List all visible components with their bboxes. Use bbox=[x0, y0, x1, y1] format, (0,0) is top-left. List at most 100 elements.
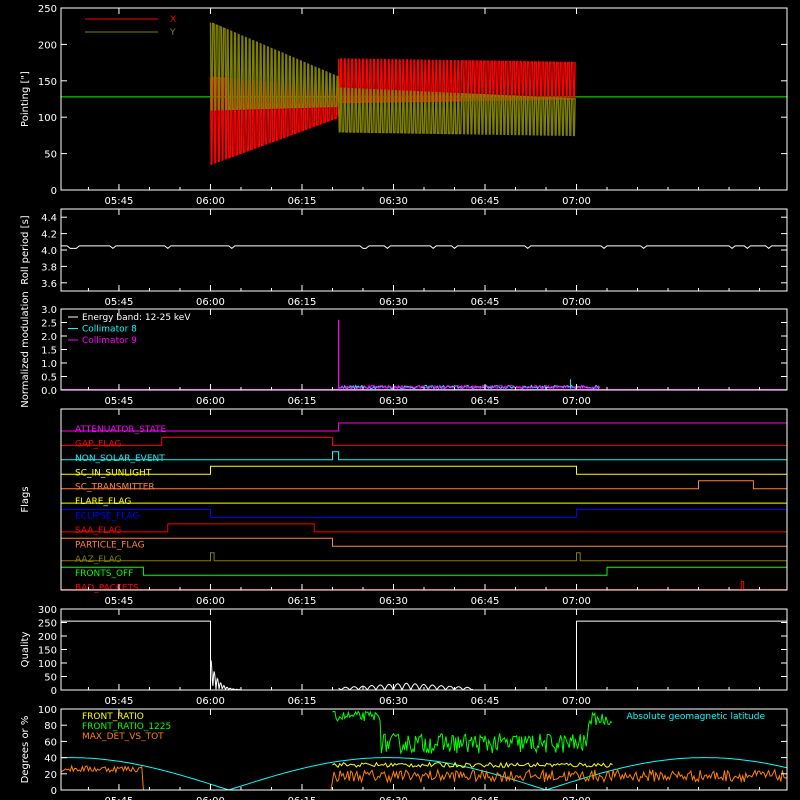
modulation-legend-label-2: Collimator 9 bbox=[82, 336, 137, 346]
flag-label-bad-packets: BAD_PACKETS bbox=[75, 584, 139, 594]
flag-line-sc-in-sunlight bbox=[61, 465, 787, 475]
pointing-legend-label-1: Y bbox=[169, 28, 176, 38]
flags-xtick-label-3: 06:30 bbox=[379, 596, 408, 607]
roll-ytick-label-1: 3.8 bbox=[41, 262, 57, 273]
quality-ytick-label-4: 200 bbox=[38, 632, 57, 643]
modulation-xtick-label-1: 06:00 bbox=[196, 396, 225, 407]
pointing-ytick-label-2: 100 bbox=[38, 113, 57, 124]
quality-ytick-label-5: 250 bbox=[38, 619, 57, 630]
flags-panel: ATTENUATOR_STATE GAP_FLAG NON_SOLAR_EVENT S… bbox=[20, 408, 788, 607]
quality-ytick-label-6: 300 bbox=[38, 605, 57, 616]
degrees-ytick-label-3: 60 bbox=[44, 737, 57, 748]
quality-panel: 05:45 06:00 06:15 06:30 06:45 07:00 Quality 0 50… bbox=[20, 605, 788, 707]
modulation-xtick-label-2: 06:15 bbox=[288, 396, 317, 407]
flag-label-aaz-flag: AAZ_FLAG bbox=[75, 555, 122, 565]
degrees-legend-label-1: FRONT_RATIO_1225 bbox=[82, 722, 171, 732]
quality-ytick-label-3: 150 bbox=[38, 646, 57, 657]
degrees-ylabel: Degrees or % bbox=[20, 716, 31, 784]
roll-ylabel: Roll period [s] bbox=[20, 215, 31, 284]
degrees-ytick-label-4: 80 bbox=[44, 721, 57, 732]
modulation-xtick-label-3: 06:30 bbox=[379, 396, 408, 407]
quality-xtick-label-4: 06:45 bbox=[471, 696, 500, 707]
quality-high-range-1 bbox=[576, 620, 787, 690]
pointing-ytick-label-3: 150 bbox=[38, 77, 57, 88]
flag-line-non-solar-event bbox=[61, 451, 787, 461]
degrees-annotation: Absolute geomagnetic latitude bbox=[626, 712, 765, 722]
quality-ytick-label-1: 50 bbox=[44, 673, 57, 684]
flag-line-aaz-flag bbox=[61, 552, 787, 562]
flag-line-fronts-off bbox=[61, 566, 787, 576]
flags-xtick-label-4: 06:45 bbox=[471, 596, 500, 607]
pointing-series-y bbox=[209, 22, 576, 137]
quality-ytick-label-2: 100 bbox=[38, 659, 57, 670]
pointing-ytick-label-4: 200 bbox=[38, 40, 57, 51]
quality-high-range-0 bbox=[61, 620, 211, 690]
flag-label-attenuator-state: ATTENUATOR_STATE bbox=[75, 425, 167, 435]
flag-line-sc-transmitter bbox=[61, 480, 787, 490]
flags-xtick-label-5: 07:00 bbox=[562, 596, 591, 607]
pointing-xtick-label-3: 06:30 bbox=[379, 196, 408, 207]
modulation-ytick-label-6: 3.0 bbox=[41, 305, 57, 316]
roll-period-panel: 05:45 06:00 06:15 06:30 06:45 07:00 Roll perio… bbox=[20, 208, 788, 308]
pointing-xtick-label-1: 06:00 bbox=[196, 196, 225, 207]
pointing-y-segment-1 bbox=[337, 87, 576, 137]
quality-ylabel: Quality bbox=[20, 632, 31, 668]
modulation-ytick-label-3: 1.5 bbox=[41, 346, 57, 357]
degrees-xtick-label-1: 06:00 bbox=[196, 796, 225, 800]
degrees-legend-label-0: FRONT_RATIO bbox=[82, 712, 144, 722]
flag-line-gap-flag bbox=[61, 436, 787, 446]
roll-xtick-label-1: 06:00 bbox=[196, 297, 225, 308]
degrees-ytick-label-5: 100 bbox=[38, 705, 57, 716]
flag-line-saa-flag bbox=[61, 523, 787, 533]
pointing-ytick-label-5: 250 bbox=[38, 4, 57, 15]
pointing-y-segment-0 bbox=[209, 22, 340, 111]
flag-label-saa-flag: SAA_FLAG bbox=[75, 526, 121, 536]
degrees-ytick-label-1: 20 bbox=[44, 770, 57, 781]
modulation-xtick-label-5: 07:00 bbox=[562, 396, 591, 407]
flag-line-eclipse-flag bbox=[61, 509, 787, 518]
front-ratio-1225-line bbox=[332, 710, 613, 755]
degrees-xtick-label-4: 06:45 bbox=[471, 796, 500, 800]
modulation-xtick-label-4: 06:45 bbox=[471, 396, 500, 407]
flag-label-fronts-off: FRONTS_OFF bbox=[75, 569, 133, 579]
quality-xtick-label-5: 07:00 bbox=[562, 696, 591, 707]
roll-xtick-label-5: 07:00 bbox=[562, 297, 591, 308]
pointing-xtick-label-0: 05:45 bbox=[105, 196, 134, 207]
pointing-xtick-label-5: 07:00 bbox=[562, 196, 591, 207]
modulation-ytick-label-4: 2.0 bbox=[41, 332, 57, 343]
degrees-xtick-label-0: 05:45 bbox=[105, 796, 134, 800]
modulation-xtick-label-0: 05:45 bbox=[105, 396, 134, 407]
degrees-xtick-label-2: 06:15 bbox=[288, 796, 317, 800]
quality-bumps-2 bbox=[338, 682, 474, 692]
flag-label-sc-in-sunlight: SC_IN_SUNLIGHT bbox=[75, 468, 152, 478]
modulation-ytick-label-5: 2.5 bbox=[41, 319, 57, 330]
degrees-panel: 05:45 06:00 06:15 06:30 06:45 07:00 Degrees or… bbox=[20, 705, 788, 800]
roll-xtick-label-0: 05:45 bbox=[105, 297, 134, 308]
flag-line-attenuator-state bbox=[61, 422, 787, 432]
pointing-xtick-label-2: 06:15 bbox=[288, 196, 317, 207]
modulation-panel: 05:45 06:00 06:15 06:30 06:45 07:00 Normalized… bbox=[20, 291, 788, 408]
degrees-ytick-label-0: 0 bbox=[51, 786, 57, 797]
flag-label-sc-transmitter: SC_TRANSMITTER bbox=[75, 483, 155, 493]
modulation-legend-label-0: Energy band: 12-25 keV bbox=[82, 313, 191, 323]
quality-xtick-label-2: 06:15 bbox=[288, 696, 317, 707]
geomagnetic-latitude-line bbox=[61, 757, 788, 791]
roll-ytick-label-2: 4.0 bbox=[41, 246, 57, 257]
quality-xtick-label-3: 06:30 bbox=[379, 696, 408, 707]
degrees-ytick-label-2: 40 bbox=[44, 754, 57, 765]
modulation-ylabel: Normalized modulation bbox=[20, 291, 31, 408]
pointing-ytick-label-0: 0 bbox=[51, 186, 57, 197]
roll-ytick-label-4: 4.4 bbox=[41, 213, 57, 224]
flag-label-particle-flag: PARTICLE_FLAG bbox=[75, 540, 145, 550]
quality-xtick-label-1: 06:00 bbox=[196, 696, 225, 707]
modulation-legend-label-1: Collimator 8 bbox=[82, 325, 137, 335]
pointing-xtick-label-4: 06:45 bbox=[471, 196, 500, 207]
flags-xtick-label-0: 05:45 bbox=[105, 596, 134, 607]
flag-label-eclipse-flag: ECLIPSE_FLAG bbox=[75, 512, 139, 522]
roll-xtick-label-4: 06:45 bbox=[471, 297, 500, 308]
modulation-ytick-label-2: 1.0 bbox=[41, 359, 57, 370]
flags-ylabel: Flags bbox=[20, 486, 31, 512]
modulation-ytick-label-0: 0.0 bbox=[41, 386, 57, 397]
modulation-ytick-label-1: 0.5 bbox=[41, 373, 57, 384]
